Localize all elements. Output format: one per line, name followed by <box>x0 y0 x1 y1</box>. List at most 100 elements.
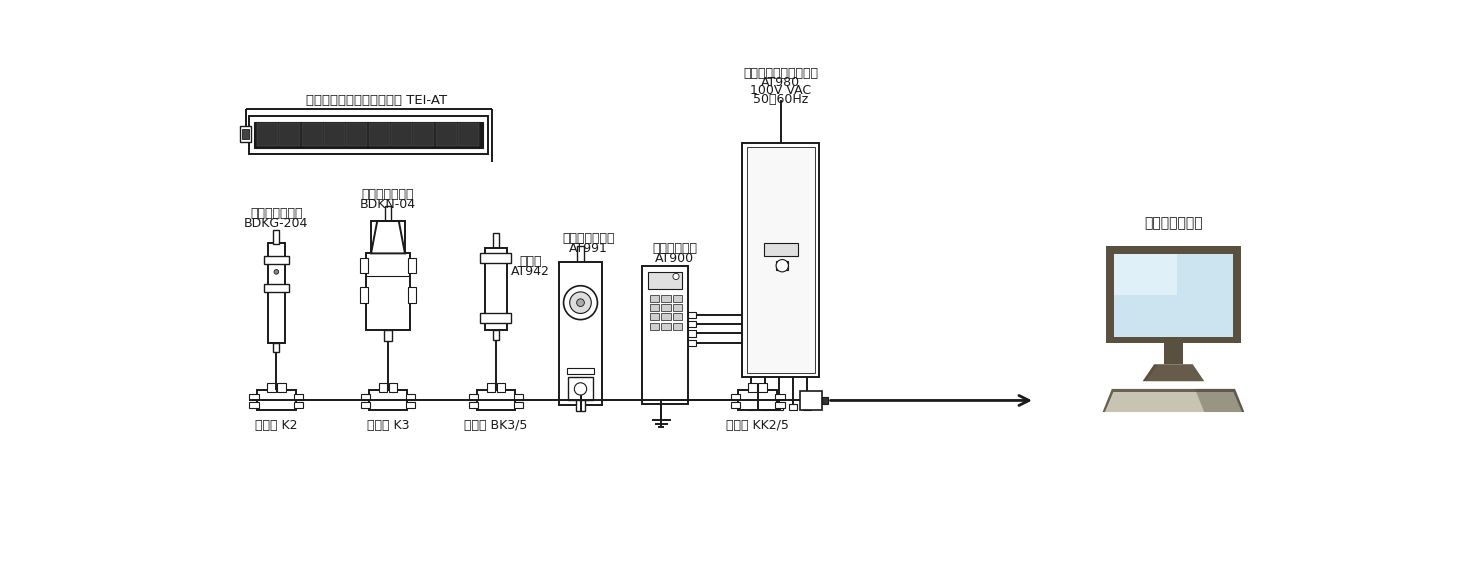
Bar <box>1106 246 1242 343</box>
Text: 変換器: 変換器 <box>518 255 542 268</box>
Bar <box>480 313 511 324</box>
Bar <box>477 391 516 410</box>
Bar <box>253 122 483 148</box>
Circle shape <box>576 299 585 306</box>
Text: 中性子線検出器: 中性子線検出器 <box>362 188 414 201</box>
Bar <box>762 404 769 410</box>
Bar <box>642 266 688 404</box>
Bar <box>486 383 495 392</box>
Bar <box>249 116 488 154</box>
Bar <box>661 295 670 302</box>
Polygon shape <box>1105 392 1242 412</box>
Bar <box>267 383 275 392</box>
Circle shape <box>570 292 591 313</box>
Bar <box>258 391 296 410</box>
Bar <box>514 394 523 401</box>
Bar <box>1164 343 1183 364</box>
Circle shape <box>274 269 278 274</box>
Bar <box>688 312 697 318</box>
Bar <box>731 402 739 408</box>
Bar <box>361 287 368 303</box>
Text: AT980: AT980 <box>762 76 800 89</box>
Bar <box>367 253 409 331</box>
Text: 監視用パソコン: 監視用パソコン <box>1145 216 1203 231</box>
Bar <box>384 206 392 221</box>
Bar <box>661 313 670 320</box>
Bar <box>775 404 784 410</box>
Bar <box>264 257 289 264</box>
Bar <box>258 123 278 146</box>
Bar <box>295 394 303 401</box>
Bar <box>650 313 658 320</box>
Bar <box>759 383 767 392</box>
Bar <box>368 123 389 146</box>
Bar <box>650 295 658 302</box>
Text: BDKN-04: BDKN-04 <box>359 198 415 210</box>
Bar <box>379 383 387 392</box>
Bar <box>673 304 682 311</box>
Polygon shape <box>1103 389 1245 412</box>
Text: 分配器 BK3/5: 分配器 BK3/5 <box>464 418 527 432</box>
Bar <box>738 391 776 410</box>
Bar <box>485 248 507 329</box>
Bar <box>277 383 286 392</box>
Circle shape <box>564 286 598 320</box>
Bar <box>496 383 505 392</box>
Bar <box>493 232 499 248</box>
Text: 分配器 K3: 分配器 K3 <box>367 418 409 432</box>
Text: 電光掲示板・表示ユニット TEI-AT: 電光掲示板・表示ユニット TEI-AT <box>306 94 446 107</box>
Text: 音警告ユニット: 音警告ユニット <box>563 232 614 245</box>
Bar <box>688 321 697 327</box>
Text: AT900: AT900 <box>655 251 694 265</box>
Text: BDKG-204: BDKG-204 <box>245 217 308 230</box>
Bar <box>361 394 370 401</box>
Bar <box>249 394 259 401</box>
Bar <box>748 383 757 392</box>
Circle shape <box>673 273 679 280</box>
Text: 分配器 KK2/5: 分配器 KK2/5 <box>726 418 790 432</box>
Polygon shape <box>1195 389 1245 412</box>
Bar <box>648 272 682 289</box>
Text: 100V VAC: 100V VAC <box>750 84 812 97</box>
Polygon shape <box>1143 364 1205 381</box>
Bar <box>673 313 682 320</box>
Bar <box>650 323 658 329</box>
Bar <box>436 123 457 146</box>
Bar <box>389 383 398 392</box>
Text: AT991: AT991 <box>569 242 608 254</box>
Text: AT942: AT942 <box>511 265 549 279</box>
Bar <box>493 329 499 340</box>
Bar <box>384 331 392 341</box>
Bar <box>408 287 415 303</box>
Text: 制御ユニット: 制御ユニット <box>653 242 697 255</box>
Bar <box>790 404 797 410</box>
Bar <box>650 304 658 311</box>
Bar <box>268 243 284 343</box>
Bar <box>747 147 815 373</box>
Bar <box>776 261 788 271</box>
Bar <box>468 394 479 401</box>
Bar <box>361 258 368 273</box>
Bar <box>803 404 810 410</box>
Bar <box>576 401 585 411</box>
Bar <box>514 402 523 408</box>
Bar <box>1114 254 1177 295</box>
Text: 分配器 K2: 分配器 K2 <box>255 418 298 432</box>
Bar <box>661 323 670 329</box>
Bar <box>742 143 819 377</box>
Bar <box>414 123 435 146</box>
Bar <box>240 127 250 142</box>
Bar <box>558 262 602 405</box>
Text: コントロールユニット: コントロールユニット <box>744 66 818 80</box>
Bar <box>764 243 798 257</box>
Bar <box>800 391 822 410</box>
Bar <box>242 129 249 139</box>
Bar <box>480 253 511 264</box>
Bar <box>274 230 280 244</box>
Text: ガンマ線検出器: ガンマ線検出器 <box>250 207 302 220</box>
Bar <box>822 398 828 403</box>
Bar <box>368 391 407 410</box>
Polygon shape <box>1146 364 1205 381</box>
Bar <box>408 258 415 273</box>
Bar <box>775 402 785 408</box>
